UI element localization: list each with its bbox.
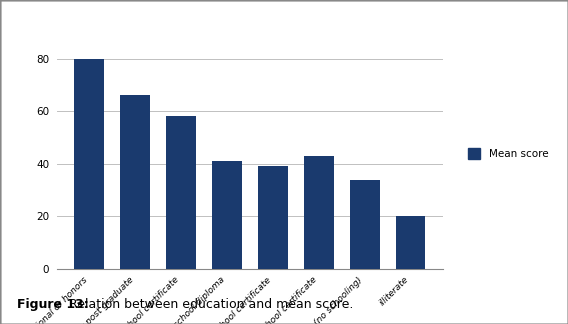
Bar xyxy=(212,161,242,269)
Bar xyxy=(120,96,150,269)
Bar xyxy=(350,179,379,269)
Legend: Mean score: Mean score xyxy=(463,144,553,163)
Bar xyxy=(74,59,104,269)
Bar xyxy=(258,167,288,269)
Bar xyxy=(166,117,196,269)
Text: Relation between education and mean score.: Relation between education and mean scor… xyxy=(65,298,354,311)
Bar xyxy=(396,216,425,269)
Bar xyxy=(304,156,333,269)
Text: Figure 13:: Figure 13: xyxy=(17,298,89,311)
